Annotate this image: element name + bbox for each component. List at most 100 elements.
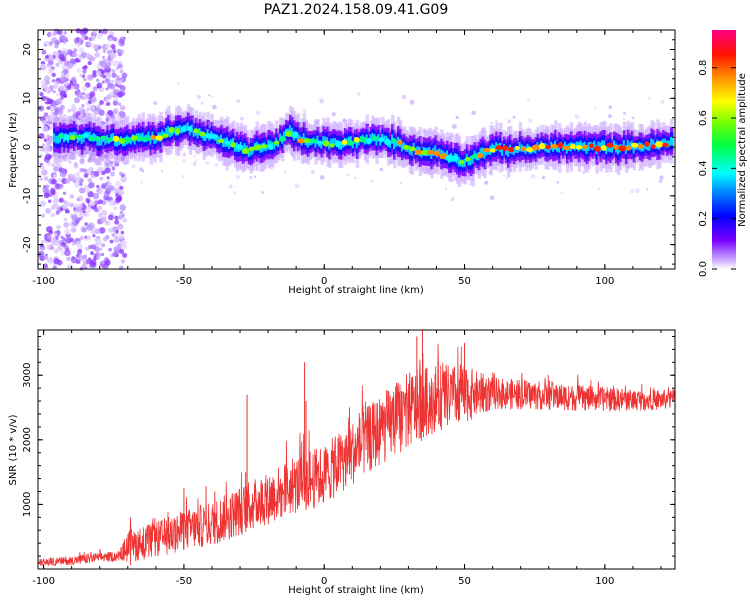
noise-cell — [193, 160, 198, 164]
ridge-cell — [662, 138, 666, 147]
ridge-cell — [483, 150, 487, 159]
noise-cell — [52, 84, 58, 90]
noise-cell — [121, 173, 125, 178]
noise-cell — [120, 259, 126, 264]
ridge-cell — [355, 139, 360, 149]
noise-cell — [118, 38, 124, 44]
noise-cell — [95, 238, 103, 245]
noise-cell — [46, 106, 51, 110]
ridge-core — [471, 154, 477, 159]
noise-cell — [235, 175, 241, 180]
noise-cell — [98, 227, 106, 234]
ridge-cell — [186, 122, 191, 131]
ridge-core — [402, 145, 410, 150]
ridge-core — [211, 134, 219, 139]
noise-cell — [100, 252, 105, 257]
ridge-cell — [650, 138, 654, 147]
ridge-cell — [491, 143, 495, 152]
noise-cell — [86, 107, 90, 111]
noise-cell — [107, 214, 114, 221]
noise-cell — [105, 101, 111, 107]
noise-cell — [115, 77, 119, 81]
ridge-cell — [349, 136, 354, 145]
ridge-core — [439, 153, 448, 160]
noise-cell — [116, 66, 120, 70]
noise-cell — [659, 175, 664, 180]
ridge-core — [495, 144, 502, 151]
noise-cell — [647, 96, 651, 100]
noise-cell — [444, 187, 448, 190]
ridge-core — [161, 133, 169, 138]
y-tick-label: -10 — [22, 188, 33, 204]
ridge-cell — [467, 158, 472, 166]
ridge-core — [618, 145, 627, 152]
ridge-core — [366, 137, 372, 145]
x-tick-label: -50 — [176, 276, 192, 287]
noise-cell — [101, 184, 106, 189]
noise-cell — [118, 52, 122, 57]
noise-cell — [90, 159, 94, 163]
ridge-core — [168, 126, 175, 134]
ridge-core — [459, 160, 465, 165]
noise-cell — [41, 120, 46, 124]
noise-cell — [50, 237, 57, 244]
noise-cell — [106, 56, 112, 62]
noise-cell — [92, 86, 98, 92]
noise-cell — [52, 265, 57, 270]
noise-cell — [117, 61, 122, 65]
ridge-core — [193, 128, 200, 134]
noise-cell — [83, 77, 87, 82]
noise-cell — [631, 116, 635, 120]
noise-cell — [71, 103, 76, 109]
ridge-cell — [518, 142, 523, 152]
ridge-cell — [277, 140, 281, 147]
noise-cell — [46, 162, 51, 167]
noise-cell — [91, 244, 97, 250]
noise-cell — [122, 252, 128, 258]
noise-cell — [40, 243, 44, 248]
noise-cell — [409, 99, 415, 105]
noise-cell — [113, 236, 120, 244]
noise-cell — [119, 111, 126, 118]
noise-cell — [55, 92, 61, 97]
noise-cell — [47, 59, 54, 66]
noise-cell — [73, 97, 81, 104]
noise-cell — [114, 219, 120, 225]
ridge-cell — [314, 139, 318, 148]
noise-cell — [69, 173, 76, 180]
ridge-cell — [290, 127, 295, 138]
noise-cell — [109, 160, 114, 165]
noise-cell — [484, 180, 489, 185]
noise-cell — [660, 99, 665, 105]
noise-cell — [72, 52, 78, 58]
ridge-cell — [149, 135, 153, 145]
ridge-cell — [626, 139, 631, 149]
noise-cell — [59, 34, 66, 42]
noise-cell — [84, 235, 88, 240]
ridge-cell — [563, 141, 568, 149]
ridge-core — [75, 134, 83, 140]
ridge-core — [445, 155, 454, 162]
noise-cell — [495, 119, 498, 123]
ridge-cell — [357, 138, 362, 146]
noise-cell — [98, 60, 104, 66]
noise-cell — [101, 69, 106, 75]
noise-cell — [96, 184, 100, 189]
noise-cell — [107, 181, 113, 187]
noise-cell — [112, 37, 118, 42]
ridge-cell — [469, 155, 474, 166]
ridge-cell — [485, 149, 489, 156]
noise-cell — [115, 229, 119, 234]
ridge-core — [297, 138, 306, 144]
noise-cell — [63, 53, 68, 58]
y-tick-label: 2000 — [22, 427, 33, 452]
ridge-cell — [430, 150, 434, 159]
ridge-core — [278, 136, 287, 142]
noise-cell — [207, 94, 211, 97]
noise-cell — [75, 171, 81, 177]
y-tick-label: -20 — [22, 236, 33, 252]
noise-cell — [598, 187, 601, 191]
noise-cell — [101, 170, 106, 176]
noise-cell — [50, 204, 56, 211]
